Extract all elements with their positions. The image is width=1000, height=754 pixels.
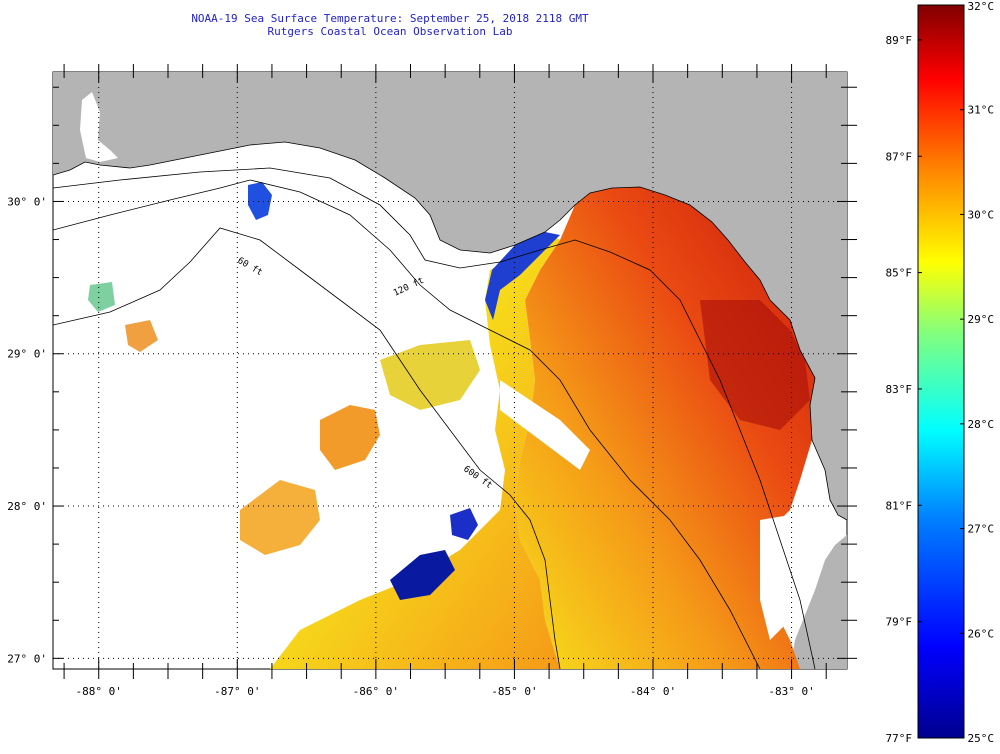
isobath-600ft xyxy=(53,227,561,669)
colorbar-fahrenheit-label: 79°F xyxy=(886,616,913,629)
colorbar-celsius-label: 25°C xyxy=(968,732,995,745)
isobath-60ft xyxy=(53,167,816,669)
colorbar: 89°F 87°F 85°F 83°F 81°F 79°F 77°F 32°C 31°C 30°… xyxy=(886,0,995,745)
colorbar-gradient xyxy=(917,4,965,739)
colorbar-fahrenheit-label: 87°F xyxy=(886,150,913,163)
sst-west-patch-4 xyxy=(125,320,158,352)
isobath-120ft xyxy=(53,179,761,669)
sst-cool-edge xyxy=(485,232,560,320)
longitude-label: -84° 0' xyxy=(630,685,676,698)
bay-notch xyxy=(80,92,118,162)
land-mass-north xyxy=(53,72,847,520)
longitude-label: -86° 0' xyxy=(353,685,399,698)
colorbar-fahrenheit-labels: 89°F 87°F 85°F 83°F 81°F 79°F 77°F xyxy=(886,34,922,745)
colorbar-celsius-label: 32°C xyxy=(968,0,995,13)
sst-west-patch-3 xyxy=(380,340,480,410)
longitude-labels: -88° 0' -87° 0' -86° 0' -85° 0' -84° 0' -83° … xyxy=(76,685,815,698)
sst-west-patch-2 xyxy=(240,480,320,555)
colorbar-celsius-label: 27°C xyxy=(968,523,995,536)
latitude-label: 28° 0' xyxy=(7,500,47,513)
colorbar-celsius-label: 30°C xyxy=(968,208,995,221)
latitude-label: 30° 0' xyxy=(7,195,47,208)
sst-cool-patch-north xyxy=(248,182,272,220)
colorbar-fahrenheit-label: 81°F xyxy=(886,499,913,512)
sst-hot-coastal xyxy=(700,300,810,430)
sst-west-patch-5 xyxy=(88,282,115,312)
colorbar-celsius-label: 26°C xyxy=(968,627,995,640)
axis-ticks xyxy=(53,64,857,679)
latitude-labels: 30° 0' 29° 0' 28° 0' 27° 0' xyxy=(7,195,47,665)
colorbar-celsius-labels: 32°C 31°C 30°C 29°C 28°C 27°C 26°C 25°C xyxy=(960,0,994,745)
latitude-label: 27° 0' xyxy=(7,652,47,665)
colorbar-fahrenheit-label: 85°F xyxy=(886,267,913,280)
land-mass-southeast xyxy=(790,535,847,669)
map-title: NOAA-19 Sea Surface Temperature: Septemb… xyxy=(191,12,589,25)
sst-cool-patch-south xyxy=(390,550,455,600)
latitude-label: 29° 0' xyxy=(7,348,47,361)
longitude-label: -87° 0' xyxy=(214,685,260,698)
sst-mid-shelf xyxy=(270,232,560,669)
longitude-label: -83° 0' xyxy=(768,685,814,698)
colorbar-celsius-label: 31°C xyxy=(968,104,995,117)
sst-clouds-1 xyxy=(500,380,590,470)
sst-clouds-2 xyxy=(760,515,800,640)
colorbar-fahrenheit-label: 83°F xyxy=(886,383,913,396)
coastline xyxy=(53,141,847,521)
colorbar-fahrenheit-label: 77°F xyxy=(886,732,913,745)
colorbar-fahrenheit-label: 89°F xyxy=(886,34,913,47)
sst-cool-patch-mid xyxy=(450,508,478,540)
sst-west-patch-1 xyxy=(320,405,380,470)
colorbar-celsius-label: 28°C xyxy=(968,418,995,431)
map-subtitle: Rutgers Coastal Ocean Observation Lab xyxy=(267,25,513,38)
longitude-label: -85° 0' xyxy=(491,685,537,698)
colorbar-celsius-label: 29°C xyxy=(968,313,995,326)
map-panel: 60 ft 120 ft 600 ft 30° 0'29° 0'28° 0'27… xyxy=(7,64,857,698)
longitude-label: -88° 0' xyxy=(76,685,122,698)
